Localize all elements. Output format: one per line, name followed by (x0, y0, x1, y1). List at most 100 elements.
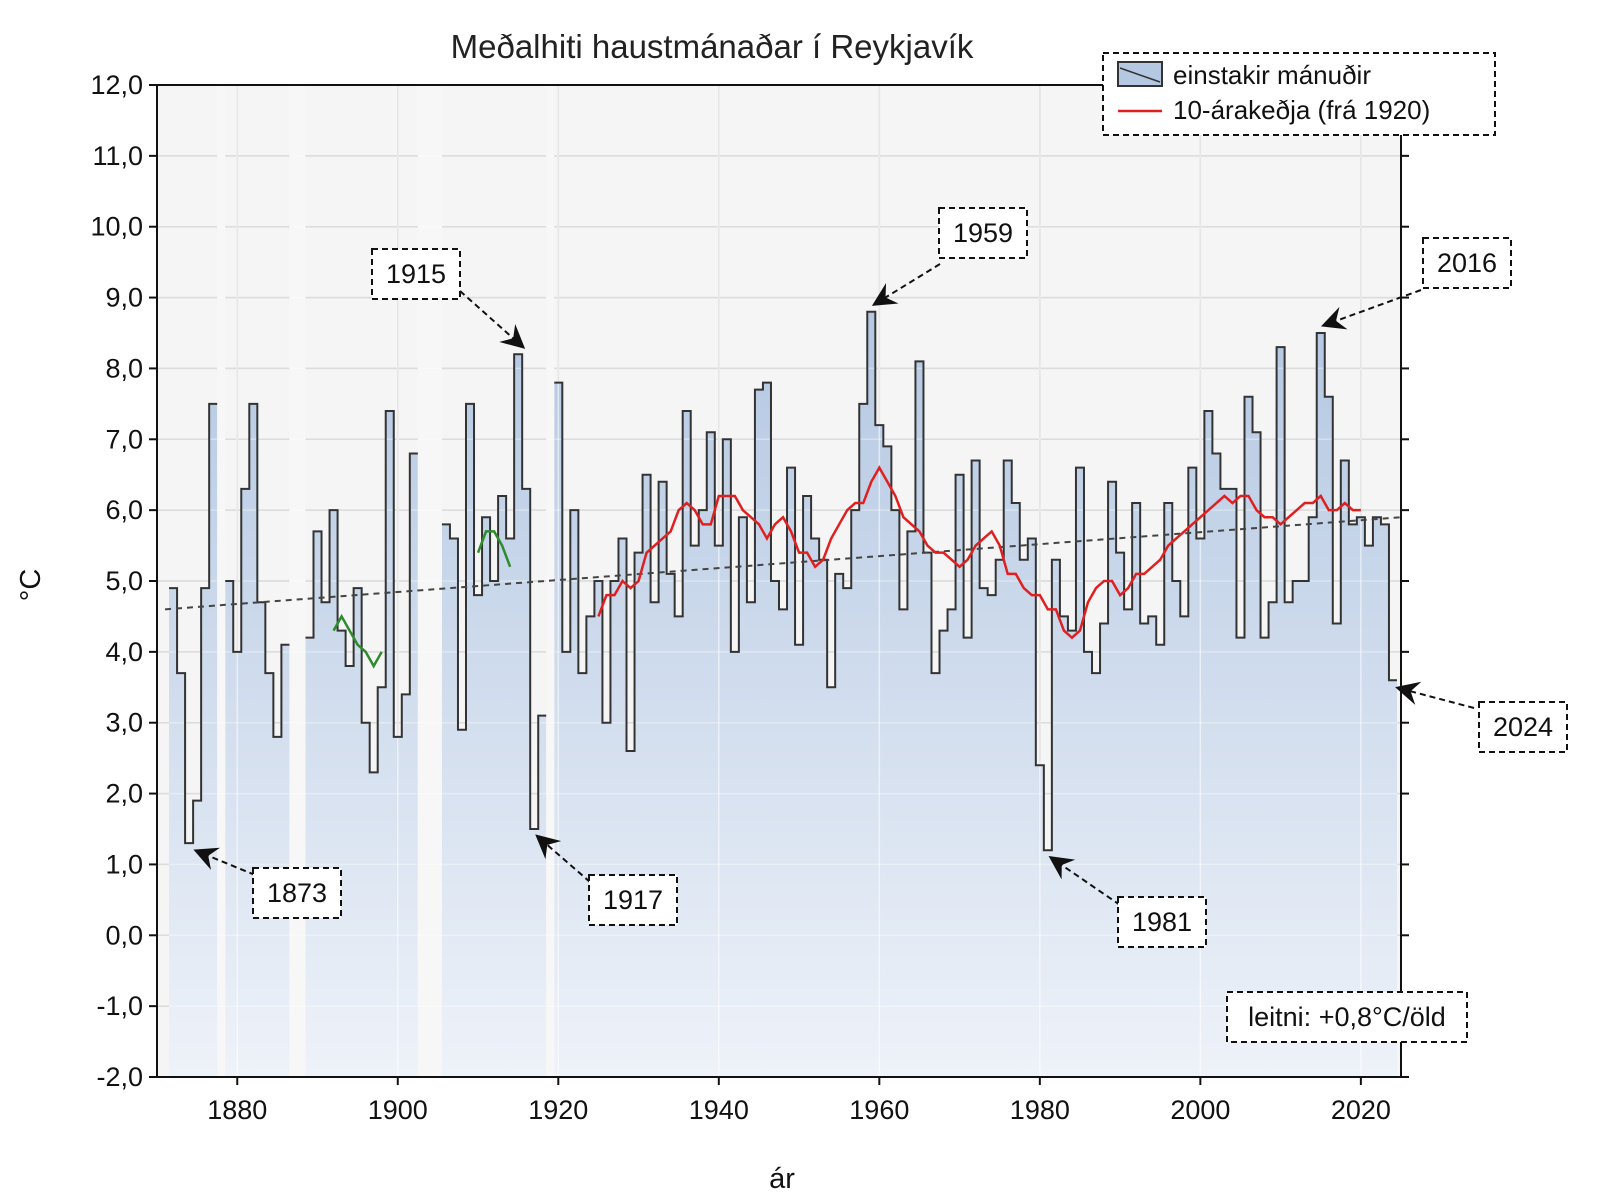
data-gap (289, 85, 306, 1077)
y-tick-label: 3,0 (105, 708, 143, 738)
bar-1979 (1028, 538, 1036, 1077)
annotation-1981: 1981 (1048, 855, 1207, 948)
legend-label-line: 10-árakeðja (frá 1920) (1173, 95, 1430, 125)
annotation-box (938, 207, 1028, 259)
bar-1988 (1100, 624, 1108, 1077)
bar-2004 (1228, 489, 1236, 1077)
bar-1986 (1084, 652, 1092, 1077)
bar-1912 (490, 581, 498, 1077)
bar-1994 (1148, 616, 1156, 1077)
annotation-1915: 1915 (371, 248, 526, 349)
bar-1930 (635, 553, 643, 1077)
y-axis-label: °C (15, 569, 47, 602)
annotation-1917: 1917 (535, 834, 678, 926)
bar-1913 (498, 496, 506, 1077)
bar-1902 (410, 453, 418, 1077)
bar-1886 (281, 645, 289, 1077)
x-tick-label: 2000 (1170, 1095, 1230, 1125)
bar-1976 (1004, 461, 1012, 1077)
bar-1961 (883, 446, 891, 1077)
bar-1876 (201, 588, 209, 1077)
early-smoothed-line-1 (332, 613, 383, 669)
annotation-box (371, 248, 461, 300)
chart-title: Meðalhiti haustmánaðar í Reykjavík (451, 28, 974, 65)
early-smoothed-lines (332, 530, 512, 669)
bar-1941 (723, 439, 731, 1077)
bar-1951 (803, 496, 811, 1077)
bar-1953 (819, 560, 827, 1077)
bar-1922 (570, 510, 578, 1077)
bar-1895 (354, 588, 362, 1077)
bar-1892 (330, 510, 338, 1077)
x-tick-label: 2020 (1331, 1095, 1391, 1125)
bar-1918 (538, 716, 546, 1077)
bar-1998 (1180, 616, 1188, 1077)
bar-1974 (988, 595, 996, 1077)
bar-1963 (899, 609, 907, 1077)
annotation-box (588, 874, 678, 926)
bar-1948 (779, 609, 787, 1077)
bar-1981 (1044, 850, 1052, 1077)
bar-1928 (618, 538, 626, 1077)
bar-1969 (948, 609, 956, 1077)
moving-average-line (597, 465, 1361, 640)
bar-1882 (249, 404, 257, 1077)
y-tick-label: 9,0 (105, 283, 143, 313)
annotation-box (1422, 237, 1512, 289)
bar-1997 (1172, 581, 1180, 1077)
legend-swatch-bars-line (1119, 67, 1161, 83)
bar-1934 (667, 574, 675, 1077)
annotation-arrow (1320, 289, 1422, 330)
annotation-arrow (1048, 855, 1121, 906)
x-axis: 1880 1900 1920 1940 1960 1980 2000 2020 (207, 1077, 1391, 1125)
bar-1952 (811, 538, 819, 1077)
bar-1993 (1140, 624, 1148, 1077)
bar-1991 (1124, 609, 1132, 1077)
bar-2015 (1317, 333, 1325, 1077)
bar-1925 (594, 581, 602, 1077)
bar-1893 (338, 631, 346, 1077)
y-tick-label: 5,0 (105, 566, 143, 596)
bar-1877 (209, 404, 217, 1077)
bar-1955 (835, 574, 843, 1077)
annotation-group: 1873 1915 1917 1959 1981 2016 2024 leitni: +0,8… (193, 207, 1568, 1043)
x-tick-label: 1900 (368, 1095, 428, 1125)
x-tick-label: 1980 (1010, 1095, 1070, 1125)
annotation-arrow (871, 263, 941, 306)
bar-1880 (233, 652, 241, 1077)
bar-1987 (1092, 673, 1100, 1077)
bar-1944 (747, 602, 755, 1077)
bar-1927 (610, 581, 618, 1077)
bar-1932 (651, 602, 659, 1077)
annotation-box (1478, 701, 1568, 753)
bar-1957 (851, 510, 859, 1077)
bar-1949 (787, 468, 795, 1077)
y-axis: 12,0 11,0 10,0 9,0 8,0 7,0 6,0 5,0 4,0 3,0 2,0 1,0 0… (90, 70, 1409, 1092)
y-tick-label: 10,0 (90, 212, 143, 242)
x-axis-label: ár (769, 1163, 795, 1195)
bar-2018 (1341, 461, 1349, 1077)
annotation-box (1226, 991, 1468, 1043)
bar-1992 (1132, 503, 1140, 1077)
bar-1908 (458, 730, 466, 1077)
bar-1980 (1036, 765, 1044, 1077)
bar-1954 (827, 687, 835, 1077)
annotation-2024: 2024 (1395, 681, 1568, 753)
bar-1897 (370, 772, 378, 1077)
bar-1939 (707, 432, 715, 1077)
bar-1890 (314, 531, 322, 1077)
bar-1965 (915, 361, 923, 1077)
bar-2010 (1277, 347, 1285, 1077)
bar-1950 (795, 645, 803, 1077)
bar-2000 (1196, 538, 1204, 1077)
y-tick-label: -1,0 (96, 991, 143, 1021)
bar-1959 (867, 312, 875, 1077)
y-tick-label: 2,0 (105, 779, 143, 809)
annotation-box (252, 867, 342, 919)
bar-1940 (715, 546, 723, 1077)
y-tick-label: 12,0 (90, 70, 143, 100)
bar-1938 (699, 510, 707, 1077)
bar-1958 (859, 404, 867, 1077)
annotation-2016: 2016 (1320, 237, 1512, 330)
bar-1910 (474, 595, 482, 1077)
